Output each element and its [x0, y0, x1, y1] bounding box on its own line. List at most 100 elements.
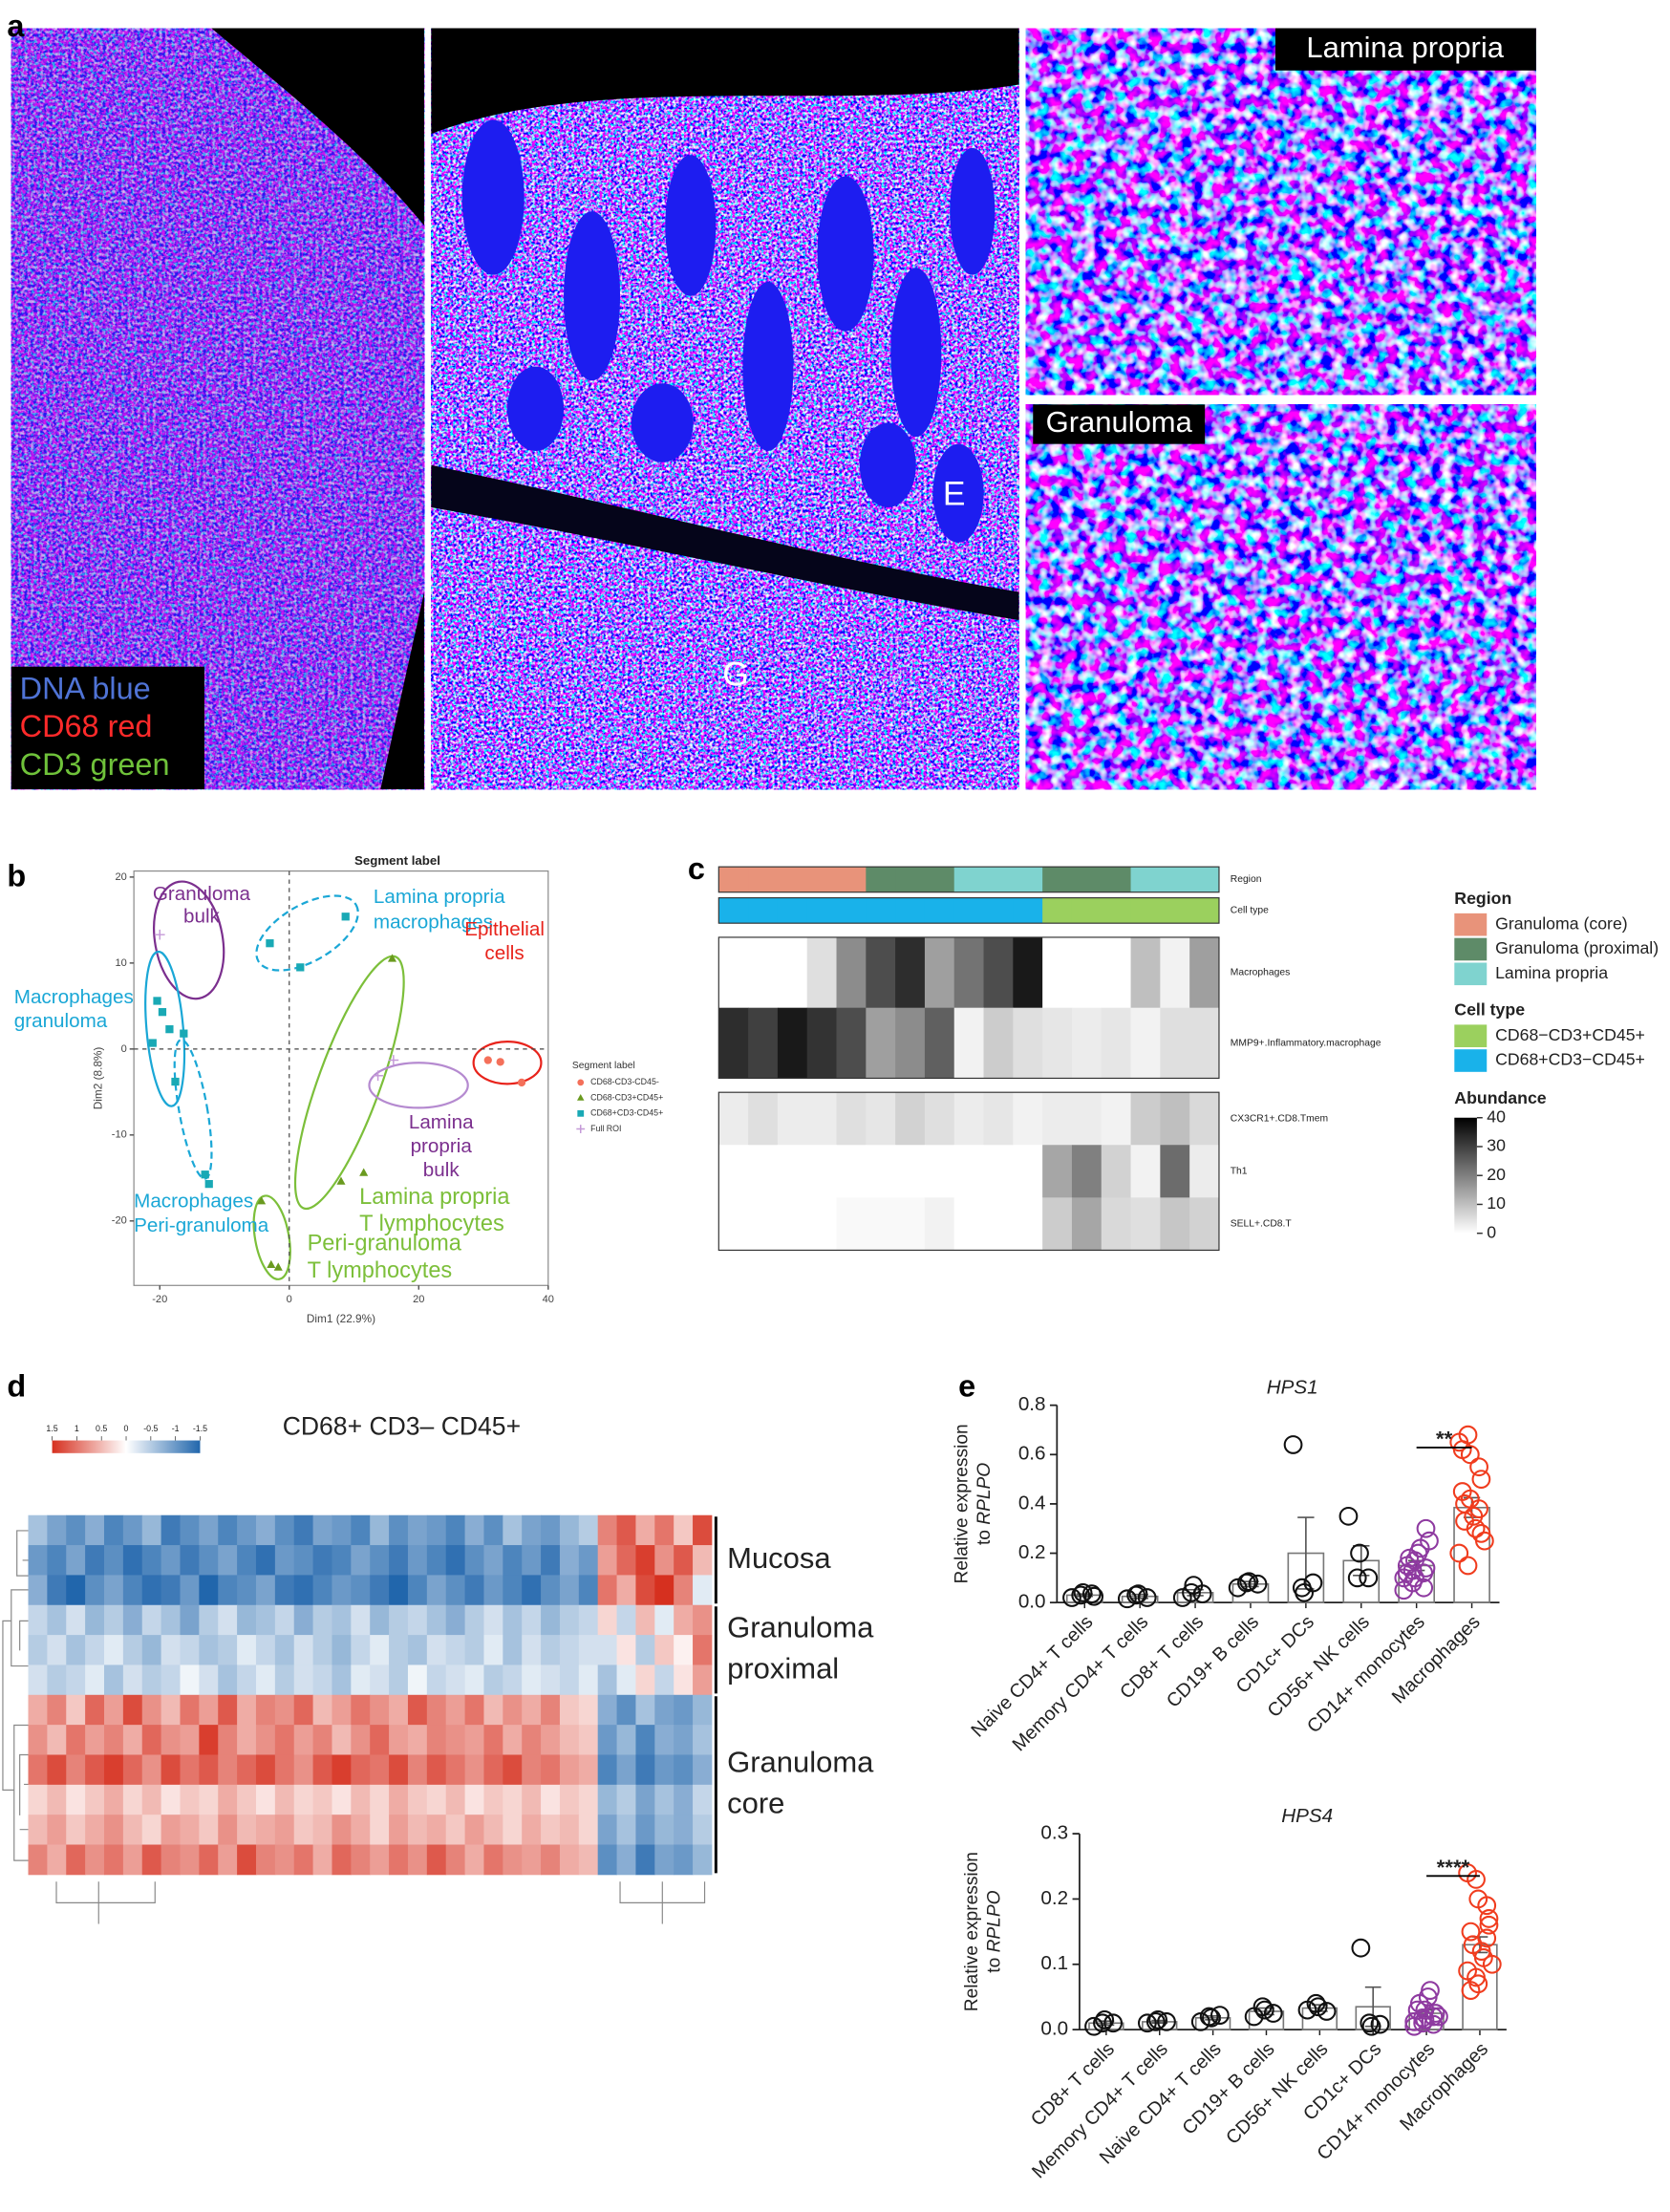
heat-cell [218, 1604, 238, 1636]
heat-cell [332, 1815, 352, 1845]
annotation-cell [866, 867, 896, 892]
heat-cell [407, 1784, 428, 1815]
heat-cell [332, 1754, 352, 1786]
heat-cell [161, 1514, 181, 1546]
heat-cell [103, 1815, 124, 1845]
y-tick-label: 10 [115, 957, 126, 969]
legend-swatch [1454, 1024, 1488, 1047]
y-tick-label: 20 [115, 871, 126, 883]
annotation-cell [718, 867, 749, 892]
heat-cell [674, 1844, 694, 1876]
heat-cell [255, 1815, 276, 1845]
data-point [1421, 1981, 1440, 2000]
heat-cell [559, 1725, 580, 1755]
heat-cell [218, 1844, 238, 1876]
heat-cell [464, 1844, 484, 1876]
heat-cell [1160, 1197, 1190, 1251]
heat-cell [1160, 1007, 1190, 1079]
heat-cell [103, 1754, 124, 1786]
heat-cell [199, 1604, 219, 1636]
heat-cell [1130, 936, 1161, 1009]
image-overview [11, 28, 425, 790]
annotation: Peri-granuloma [308, 1232, 462, 1256]
chart-title: HPS4 [1281, 1805, 1333, 1827]
dendrogram [2, 1530, 706, 1924]
annotation-cell [1071, 867, 1103, 892]
heat-cell [777, 1145, 808, 1198]
heat-cell [255, 1754, 276, 1786]
data-point [1062, 1588, 1081, 1607]
heat-cell [953, 1145, 984, 1198]
heat-cell [161, 1725, 181, 1755]
data-point [1415, 2000, 1435, 2020]
heat-cell [199, 1725, 219, 1755]
heat-cell [445, 1575, 466, 1606]
heat-cell [141, 1514, 162, 1546]
heat-cell [199, 1815, 219, 1845]
heat-cell [693, 1725, 713, 1755]
data-point [1471, 1524, 1491, 1543]
annotation-cell [1160, 897, 1190, 924]
heat-cell [693, 1575, 713, 1606]
heat-cell [445, 1664, 466, 1696]
heat-cell [924, 1007, 955, 1079]
chart-title: HPS1 [1267, 1376, 1318, 1398]
heat-cell [407, 1844, 428, 1876]
heat-cell [503, 1514, 523, 1546]
heat-cell [312, 1754, 332, 1786]
heat-cell [426, 1635, 447, 1665]
annotation: macrophages [374, 912, 493, 934]
stain-legend: CD3 green [20, 747, 170, 782]
annotation-cell [806, 867, 837, 892]
data-point [1414, 1578, 1434, 1598]
colorbar-tick-label: 30 [1487, 1136, 1506, 1155]
heat-cell [218, 1725, 238, 1755]
heat-cell [255, 1784, 276, 1815]
heat-cell [674, 1754, 694, 1786]
heat-cell [85, 1514, 105, 1546]
color-key-label: -0.5 [143, 1424, 158, 1433]
heat-cell [103, 1664, 124, 1696]
heat-cell [1071, 1007, 1103, 1079]
heat-cell [85, 1815, 105, 1845]
heat-cell [218, 1694, 238, 1726]
heat-cell [66, 1784, 86, 1815]
data-point [1148, 2009, 1167, 2029]
data-point [1452, 1440, 1472, 1460]
data-point [1469, 1499, 1488, 1518]
heat-cell [66, 1754, 86, 1786]
heat-cell [541, 1725, 561, 1755]
heat-cell [66, 1844, 86, 1876]
heat-cell [674, 1514, 694, 1546]
heat-cell [370, 1815, 390, 1845]
annotation-cell [983, 897, 1014, 924]
heat-cell [895, 1145, 926, 1198]
data-point [1338, 1506, 1359, 1526]
heat-cell [445, 1514, 466, 1546]
heat-cell [1042, 1092, 1073, 1146]
annotation-cell [1013, 897, 1043, 924]
heat-cell [616, 1604, 636, 1636]
y-tick-label: 0.0 [1018, 1591, 1046, 1613]
y-axis-label: to RPLPO [984, 1890, 1004, 1972]
heat-cell [541, 1604, 561, 1636]
heat-cell [578, 1545, 599, 1576]
heat-cell [464, 1514, 484, 1546]
stain-legend: CD68 red [20, 709, 153, 743]
point [158, 1008, 167, 1017]
heat-cell [559, 1664, 580, 1696]
heat-cell [1013, 1092, 1043, 1146]
heat-cell [161, 1784, 181, 1815]
heat-cell [597, 1514, 618, 1546]
heat-cell [274, 1754, 295, 1786]
heat-cell [597, 1815, 618, 1845]
data-point [1461, 1922, 1481, 1942]
heat-cell [312, 1604, 332, 1636]
legend-title: Cell type [1454, 999, 1525, 1019]
chart-title: Segment label [354, 853, 440, 868]
heat-cell [47, 1604, 67, 1636]
heat-cell [122, 1844, 143, 1876]
heat-cell [218, 1545, 238, 1576]
data-point [1252, 1997, 1273, 2017]
